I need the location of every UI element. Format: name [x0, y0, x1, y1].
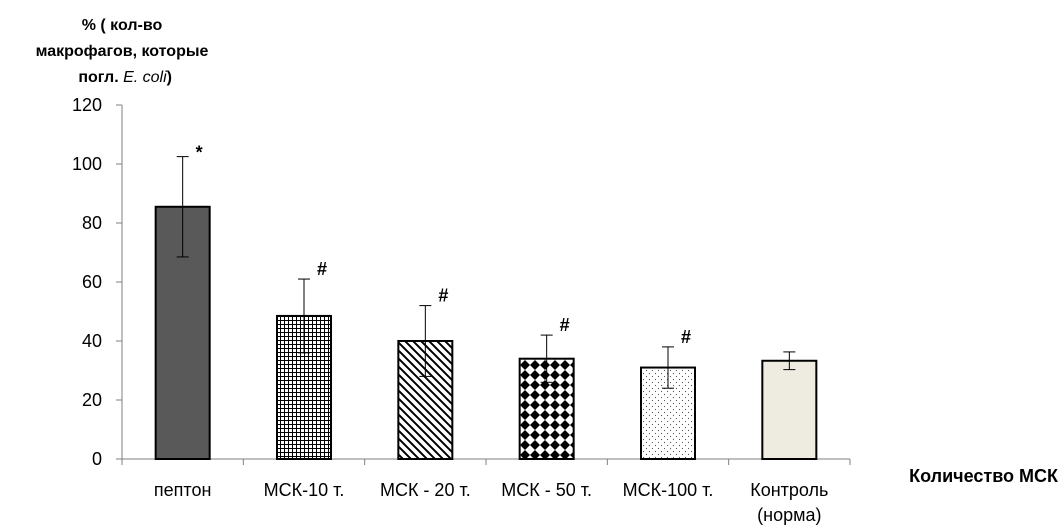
- x-tick-label: Контроль: [750, 480, 828, 500]
- y-tick-label: 20: [82, 390, 102, 410]
- axes: 0 20 40 60 80 100 120: [72, 95, 851, 469]
- x-tick-label: пептон: [154, 480, 212, 500]
- y-tick-label: 100: [72, 154, 102, 174]
- x-tick-label: МСК - 20 т.: [380, 480, 471, 500]
- y-tick-label: 60: [82, 272, 102, 292]
- y-tick-label: 80: [82, 213, 102, 233]
- x-tick-label: (норма): [757, 505, 821, 525]
- x-tick-label: МСК-100 т.: [623, 480, 714, 500]
- bars: * пептон # МСК-10 т. # МСК - 20 т. # МСК - 50 т…: [154, 143, 829, 525]
- significance-mark: #: [560, 315, 570, 335]
- y-axis-label-line-3: погл. E. coli): [78, 69, 172, 86]
- x-axis-label: Количество МСК: [909, 466, 1059, 486]
- x-tick-label: МСК - 50 т.: [501, 480, 592, 500]
- y-axis-label-line-1: % ( кол-во: [82, 17, 163, 34]
- significance-mark: #: [681, 327, 691, 347]
- significance-mark: #: [317, 259, 327, 279]
- y-axis-label-italic: E. coli: [123, 69, 167, 86]
- significance-mark: #: [438, 286, 448, 306]
- y-axis-label-line-2: макрофагов, которые: [36, 43, 209, 60]
- y-tick-label: 120: [72, 95, 102, 115]
- x-tick-label: МСК-10 т.: [264, 480, 345, 500]
- significance-mark: *: [196, 143, 203, 163]
- bar: [761, 359, 818, 461]
- y-tick-label: 0: [92, 449, 102, 469]
- y-tick-label: 40: [82, 331, 102, 351]
- y-axis-label-prefix: погл.: [78, 69, 123, 86]
- y-axis-label-close: ): [167, 69, 172, 86]
